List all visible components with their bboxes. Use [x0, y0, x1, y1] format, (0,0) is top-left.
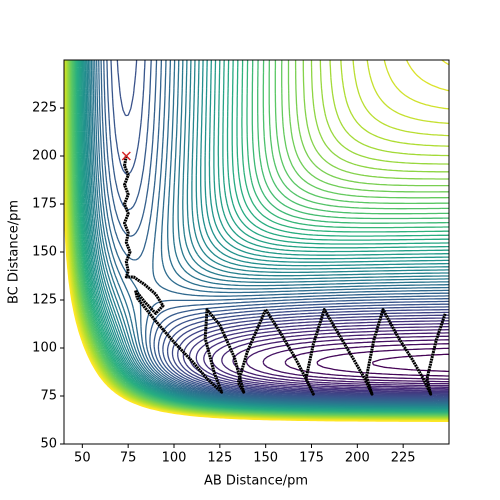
contour-line — [166, 306, 449, 398]
y-tick-label: 150 — [32, 245, 57, 260]
x-tick-label: 75 — [120, 451, 137, 466]
y-tick-label: 175 — [32, 197, 57, 212]
y-tick-label: 125 — [32, 293, 57, 308]
start-marker — [121, 151, 131, 161]
x-tick-label: 125 — [207, 451, 232, 466]
x-axis-label: AB Distance/pm — [204, 474, 308, 489]
x-tick-label: 175 — [299, 451, 324, 466]
y-tick-label: 75 — [40, 389, 57, 404]
y-tick-label: 200 — [32, 149, 57, 164]
contour-line — [92, 60, 449, 405]
y-tick-label: 100 — [32, 341, 57, 356]
contour-line — [64, 198, 449, 422]
contour-line — [84, 60, 449, 409]
trajectory — [123, 155, 447, 396]
contour-line — [98, 60, 449, 403]
contour-line — [90, 60, 449, 406]
contour-line — [110, 60, 449, 400]
y-axis-label: BC Distance/pm — [7, 200, 22, 304]
contour-line — [182, 314, 449, 395]
contour-line — [96, 60, 449, 404]
x-tick-label: 200 — [345, 451, 370, 466]
contour-line — [316, 347, 449, 377]
x-tick-label: 50 — [74, 451, 91, 466]
trajectory-layer — [121, 151, 447, 396]
contour-line — [100, 60, 449, 402]
contour-line — [81, 60, 449, 410]
contour-line — [284, 343, 449, 380]
contour-line — [103, 60, 449, 402]
contour-line — [203, 323, 449, 391]
x-tick-label: 100 — [162, 451, 187, 466]
contour-plot — [64, 60, 449, 422]
contour-line — [94, 60, 449, 405]
contour-line — [177, 311, 449, 396]
x-tick-label: 225 — [391, 451, 416, 466]
x-tick-label: 150 — [253, 451, 278, 466]
y-tick-label: 50 — [40, 437, 57, 452]
contour-line — [89, 60, 449, 407]
y-tick-label: 225 — [32, 101, 57, 116]
